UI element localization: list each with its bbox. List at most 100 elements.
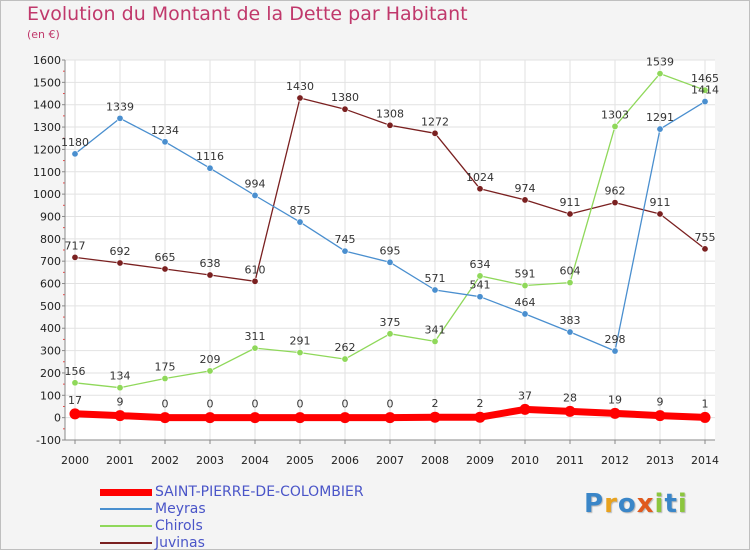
- data-point: [431, 129, 439, 137]
- data-point: [429, 411, 441, 423]
- data-point: [116, 259, 124, 267]
- data-label: 209: [200, 353, 221, 366]
- y-tick-label: 200: [40, 367, 61, 380]
- data-label: 695: [380, 244, 401, 257]
- logo-letter: P: [584, 489, 605, 519]
- data-point: [249, 412, 261, 424]
- data-label: 0: [252, 398, 259, 411]
- series-lines: [69, 70, 711, 424]
- data-label: 1272: [421, 115, 449, 128]
- data-label: 0: [162, 398, 169, 411]
- data-label: 717: [65, 239, 86, 252]
- data-label: 591: [515, 268, 536, 281]
- data-label: 911: [560, 196, 581, 209]
- y-tick-label: 1100: [33, 166, 61, 179]
- data-point: [476, 272, 484, 280]
- data-point: [566, 279, 574, 287]
- data-label: 464: [515, 296, 536, 309]
- x-tick-label: 2002: [151, 454, 179, 467]
- data-point: [611, 199, 619, 207]
- legend-label: Chirols: [155, 518, 203, 534]
- data-label: 755: [695, 231, 716, 244]
- data-point: [611, 122, 619, 130]
- data-point: [251, 277, 259, 285]
- data-point: [386, 121, 394, 129]
- logo-letter: o: [617, 489, 637, 519]
- data-point: [294, 412, 306, 424]
- y-tick-label: 1300: [33, 121, 61, 134]
- y-tick-label: -100: [36, 434, 61, 447]
- legend-swatch: [100, 542, 152, 544]
- data-point: [339, 412, 351, 424]
- data-point: [384, 412, 396, 424]
- x-tick-label: 2011: [556, 454, 584, 467]
- data-point: [69, 408, 81, 420]
- data-point: [566, 210, 574, 218]
- legend-swatch: [100, 525, 152, 527]
- x-tick-label: 2004: [241, 454, 269, 467]
- data-label: 1539: [646, 56, 674, 69]
- data-point: [521, 282, 529, 290]
- y-tick-label: 900: [40, 210, 61, 223]
- logo-letter: i: [677, 489, 688, 519]
- proxiti-logo: Proxiti: [584, 489, 688, 519]
- data-label: 2: [432, 397, 439, 410]
- data-label: 1024: [466, 171, 494, 184]
- data-label: 9: [117, 396, 124, 409]
- data-point: [699, 411, 711, 423]
- data-label: 1308: [376, 107, 404, 120]
- data-label: 1303: [601, 108, 629, 121]
- chart-unit: (en €): [27, 28, 60, 41]
- x-tick-label: 2006: [331, 454, 359, 467]
- data-label: 1414: [691, 84, 719, 97]
- data-label: 2: [477, 397, 484, 410]
- x-tick-label: 2009: [466, 454, 494, 467]
- legend-label: Juvinas: [155, 535, 205, 551]
- data-labels: 717 692 665 638 6101430138013081272102497491…: [61, 56, 719, 411]
- data-label: 383: [560, 314, 581, 327]
- data-point: [116, 114, 124, 122]
- data-point: [161, 138, 169, 146]
- axes: -100010020030040050060070080090010001100…: [33, 54, 719, 467]
- data-label: 962: [605, 185, 626, 198]
- data-point: [701, 245, 709, 253]
- data-label: 1116: [196, 150, 224, 163]
- data-label: 692: [110, 245, 131, 258]
- data-label: 1180: [61, 136, 89, 149]
- data-point: [71, 253, 79, 261]
- data-point: [519, 403, 531, 415]
- data-label: 311: [245, 330, 266, 343]
- data-point: [431, 337, 439, 345]
- data-label: 665: [155, 251, 176, 264]
- data-point: [341, 105, 349, 113]
- data-label: 1380: [331, 91, 359, 104]
- data-label: 0: [342, 398, 349, 411]
- data-point: [701, 98, 709, 106]
- data-point: [656, 125, 664, 133]
- data-point: [521, 310, 529, 318]
- data-point: [161, 265, 169, 273]
- data-point: [566, 328, 574, 336]
- data-label: 994: [245, 177, 266, 190]
- x-tick-label: 2007: [376, 454, 404, 467]
- data-point: [71, 379, 79, 387]
- data-label: 156: [65, 365, 86, 378]
- data-label: 175: [155, 361, 176, 374]
- legend-swatch: [100, 488, 152, 496]
- y-tick-label: 500: [40, 300, 61, 313]
- data-label: 571: [425, 272, 446, 285]
- logo-letter: r: [604, 489, 618, 519]
- data-point: [341, 355, 349, 363]
- logo-letter: x: [636, 489, 655, 519]
- data-point: [431, 286, 439, 294]
- data-point: [206, 271, 214, 279]
- data-label: 262: [335, 341, 356, 354]
- data-point: [656, 70, 664, 78]
- x-tick-label: 2000: [61, 454, 89, 467]
- data-point: [251, 344, 259, 352]
- y-tick-label: 1500: [33, 76, 61, 89]
- data-point: [476, 185, 484, 193]
- data-label: 634: [470, 258, 491, 271]
- data-label: 341: [425, 323, 446, 336]
